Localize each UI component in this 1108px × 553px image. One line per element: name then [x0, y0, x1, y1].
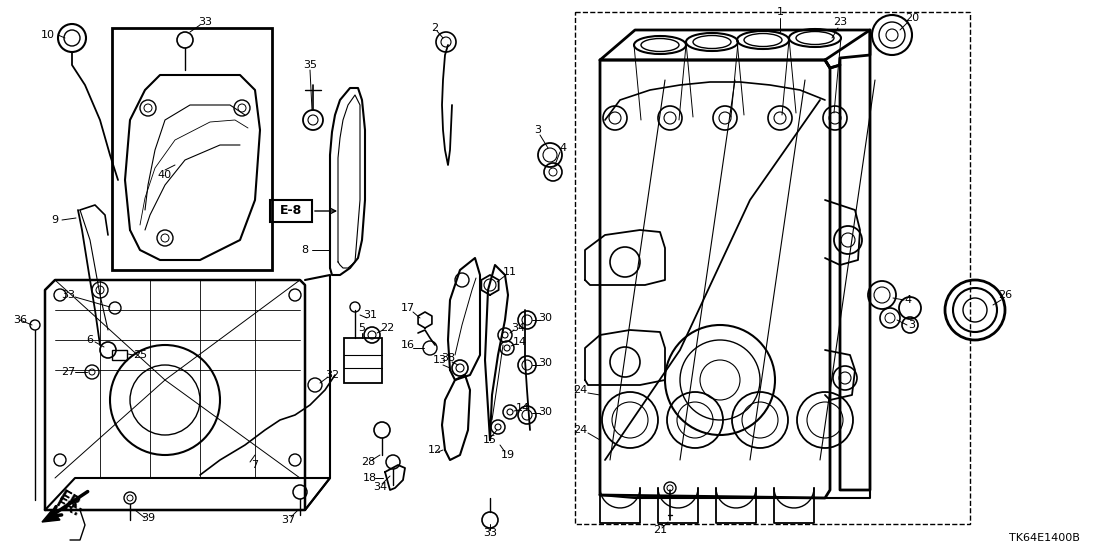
- Text: 34: 34: [511, 323, 525, 333]
- Text: FR.: FR.: [57, 488, 88, 515]
- Text: 14: 14: [516, 403, 530, 413]
- Text: FR.: FR.: [53, 496, 83, 520]
- Bar: [270, 200, 312, 222]
- Bar: [343, 338, 382, 383]
- Text: 30: 30: [538, 407, 552, 417]
- Text: 12: 12: [428, 445, 442, 455]
- Text: 6: 6: [86, 335, 93, 345]
- Text: 27: 27: [61, 367, 75, 377]
- Bar: [112, 350, 127, 360]
- Text: 4: 4: [560, 143, 566, 153]
- Text: 8: 8: [301, 245, 308, 255]
- Text: 7: 7: [252, 460, 258, 470]
- Text: TK64E1400B: TK64E1400B: [1009, 533, 1080, 543]
- Text: 16: 16: [401, 340, 416, 350]
- Text: 19: 19: [501, 450, 515, 460]
- Text: 33: 33: [483, 528, 497, 538]
- Bar: [575, 12, 970, 524]
- Text: 33: 33: [61, 290, 75, 300]
- Text: 24: 24: [573, 385, 587, 395]
- Text: 21: 21: [653, 525, 667, 535]
- Text: 30: 30: [538, 313, 552, 323]
- Text: 37: 37: [281, 515, 295, 525]
- Text: 24: 24: [573, 425, 587, 435]
- Text: 3: 3: [534, 125, 542, 135]
- Text: 28: 28: [361, 457, 376, 467]
- Text: 5: 5: [359, 323, 366, 333]
- Text: 26: 26: [998, 290, 1012, 300]
- Text: 10: 10: [41, 30, 55, 40]
- Text: 31: 31: [363, 310, 377, 320]
- Text: 20: 20: [905, 13, 919, 23]
- Text: 38: 38: [441, 353, 455, 363]
- Text: 23: 23: [833, 17, 847, 27]
- Text: 39: 39: [141, 513, 155, 523]
- Text: 15: 15: [483, 435, 497, 445]
- Text: 3: 3: [909, 320, 915, 330]
- Text: 11: 11: [503, 267, 517, 277]
- Text: 22: 22: [380, 323, 394, 333]
- Text: E-8: E-8: [280, 205, 302, 217]
- Text: 34: 34: [373, 482, 387, 492]
- Text: 30: 30: [538, 358, 552, 368]
- Text: 1: 1: [777, 7, 783, 17]
- Text: 4: 4: [904, 295, 912, 305]
- Polygon shape: [42, 510, 60, 522]
- Text: 9: 9: [51, 215, 59, 225]
- Text: 33: 33: [198, 17, 212, 27]
- Text: 18: 18: [363, 473, 377, 483]
- Text: 35: 35: [302, 60, 317, 70]
- Text: 14: 14: [513, 337, 527, 347]
- Text: 40: 40: [158, 170, 172, 180]
- Text: 25: 25: [133, 350, 147, 360]
- Text: 2: 2: [431, 23, 439, 33]
- Text: 36: 36: [13, 315, 27, 325]
- Bar: [112, 28, 271, 270]
- Text: 32: 32: [325, 370, 339, 380]
- Text: 17: 17: [401, 303, 416, 313]
- Text: 13: 13: [433, 355, 447, 365]
